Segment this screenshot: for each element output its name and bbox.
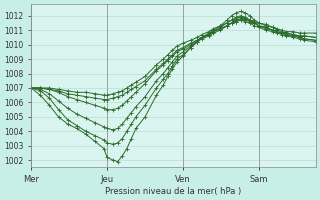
X-axis label: Pression niveau de la mer( hPa ): Pression niveau de la mer( hPa ) <box>105 187 242 196</box>
